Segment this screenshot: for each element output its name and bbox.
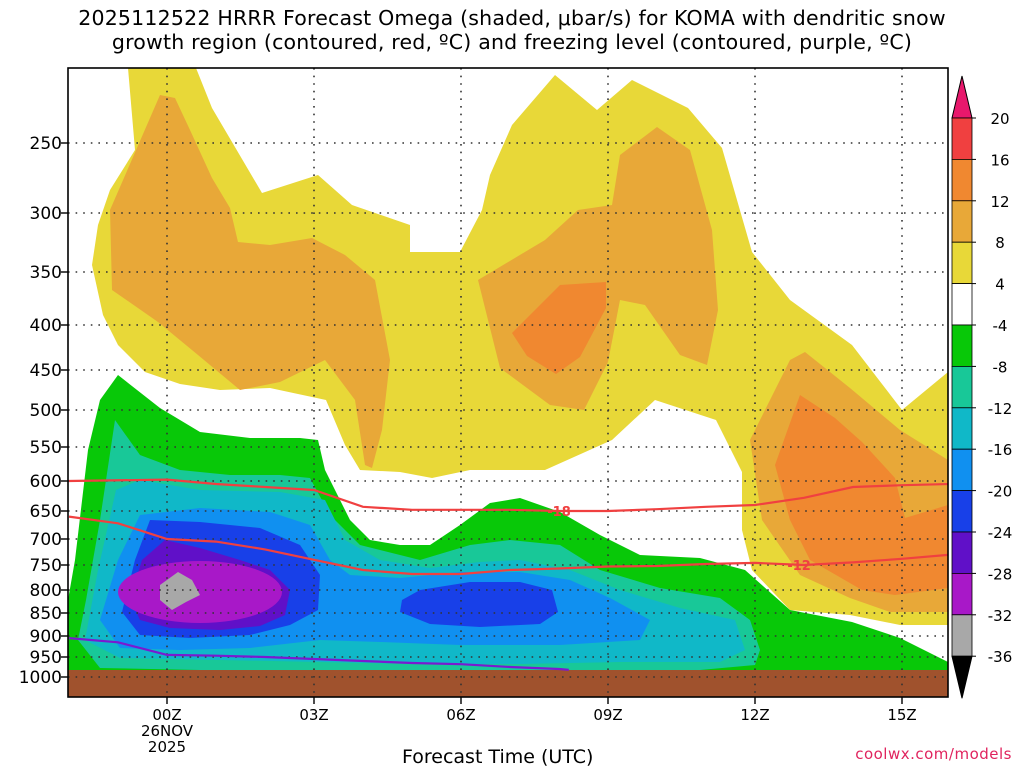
y-tick-label-950: 950 — [30, 648, 62, 668]
colorbar-label-7: -12 — [988, 400, 1013, 418]
x-date-label-1: 26NOV — [141, 722, 194, 740]
y-tick-label-500: 500 — [30, 401, 62, 421]
y-tick-label-250: 250 — [30, 134, 62, 154]
colorbar-swatch-5 — [951, 283, 973, 326]
y-tick-label-400: 400 — [30, 316, 62, 336]
y-tick-label-350: 350 — [30, 263, 62, 283]
omega-shading — [68, 68, 948, 697]
x-date-label-2: 2025 — [148, 738, 186, 756]
colorbar-label-12: -32 — [988, 607, 1013, 625]
colorbar-extend-bottom — [951, 655, 973, 699]
y-tick-label-300: 300 — [30, 204, 62, 224]
colorbar-label-6: -8 — [993, 358, 1008, 376]
colorbar-label-11: -28 — [988, 565, 1013, 583]
colorbar-label-0: 20 — [990, 110, 1009, 128]
colorbar-swatch-11 — [951, 531, 973, 574]
omega-core-12to16-central — [512, 282, 606, 374]
colorbar-label-3: 8 — [995, 234, 1005, 252]
y-tick-label-900: 900 — [30, 627, 62, 647]
y-tick-label-850: 850 — [30, 604, 62, 624]
colorbar-swatch-8 — [951, 407, 973, 450]
colorbar-label-8: -16 — [988, 441, 1013, 459]
contour-label-1: -12 — [787, 559, 811, 574]
x-tick-label-03Z: 03Z — [299, 706, 328, 724]
credit-link[interactable]: coolwx.com/models — [855, 745, 1012, 763]
chart-title: 2025112522 HRRR Forecast Omega (shaded, … — [0, 6, 1024, 54]
colorbar-extend-top — [951, 75, 973, 119]
y-tick-label-1000: 1000 — [19, 668, 62, 688]
omega-core-12to16-east — [775, 395, 948, 595]
y-tick-label-700: 700 — [30, 530, 62, 550]
y-tick-label-650: 650 — [30, 502, 62, 522]
chart-title-line2: growth region (contoured, red, ºC) and f… — [111, 30, 913, 54]
colorbar-label-5: -4 — [993, 317, 1008, 335]
contour-line-dgz-2 — [68, 515, 948, 576]
x-tick-label-09Z: 09Z — [593, 706, 622, 724]
omega-band-8to12-west — [110, 95, 390, 468]
x-tick-label-06Z: 06Z — [446, 706, 475, 724]
y-tick-label-800: 800 — [30, 581, 62, 601]
colorbar-label-9: -20 — [988, 483, 1013, 501]
y-tick-label-750: 750 — [30, 556, 62, 576]
y-tick-label-450: 450 — [30, 361, 62, 381]
colorbar-swatch-6 — [951, 324, 973, 367]
y-tick-label-550: 550 — [30, 438, 62, 458]
contour-lines — [68, 478, 948, 671]
omega-band-neg28to32 — [118, 561, 282, 623]
colorbar-label-10: -24 — [988, 524, 1013, 542]
colorbar-label-13: -36 — [988, 648, 1013, 666]
contour-line-dgz-1 — [68, 478, 948, 513]
contour-label-0: -18 — [547, 505, 571, 520]
colorbar-label-4: 4 — [995, 276, 1005, 294]
omega-band-neg20to24-central — [400, 582, 558, 627]
y-tick-label-600: 600 — [30, 472, 62, 492]
chart-title-line1: 2025112522 HRRR Forecast Omega (shaded, … — [78, 6, 946, 30]
colorbar-label-2: 12 — [990, 193, 1009, 211]
colorbar-swatch-4 — [951, 241, 973, 284]
x-axis-title: Forecast Time (UTC) — [402, 746, 594, 768]
contour-line-freezing-level — [68, 637, 569, 671]
ground-surface — [68, 670, 948, 697]
colorbar-swatch-7 — [951, 365, 973, 409]
x-tick-label-15Z: 15Z — [887, 706, 916, 724]
colorbar-label-1: 16 — [990, 151, 1009, 169]
colorbar-swatch-3 — [951, 200, 973, 243]
y-axis: 250 300 350 400 450 500 550 600 650 700 750 800 850 9… — [19, 134, 68, 688]
colorbar-swatch-2 — [951, 158, 973, 202]
colorbar: 20 16 12 8 4 -4 -8 -12 -16 -20 -24 -28 -32 -36 — [951, 75, 1013, 699]
colorbar-swatch-9 — [951, 448, 973, 492]
plot-frame — [67, 67, 949, 698]
x-tick-label-12Z: 12Z — [740, 706, 769, 724]
x-tick-label-00Z: 00Z — [152, 706, 181, 724]
colorbar-swatch-13 — [951, 614, 973, 657]
colorbar-swatch-1 — [951, 117, 973, 160]
omega-core-below-neg32 — [160, 572, 200, 610]
colorbar-swatch-10 — [951, 490, 973, 533]
colorbar-swatch-12 — [951, 573, 973, 616]
